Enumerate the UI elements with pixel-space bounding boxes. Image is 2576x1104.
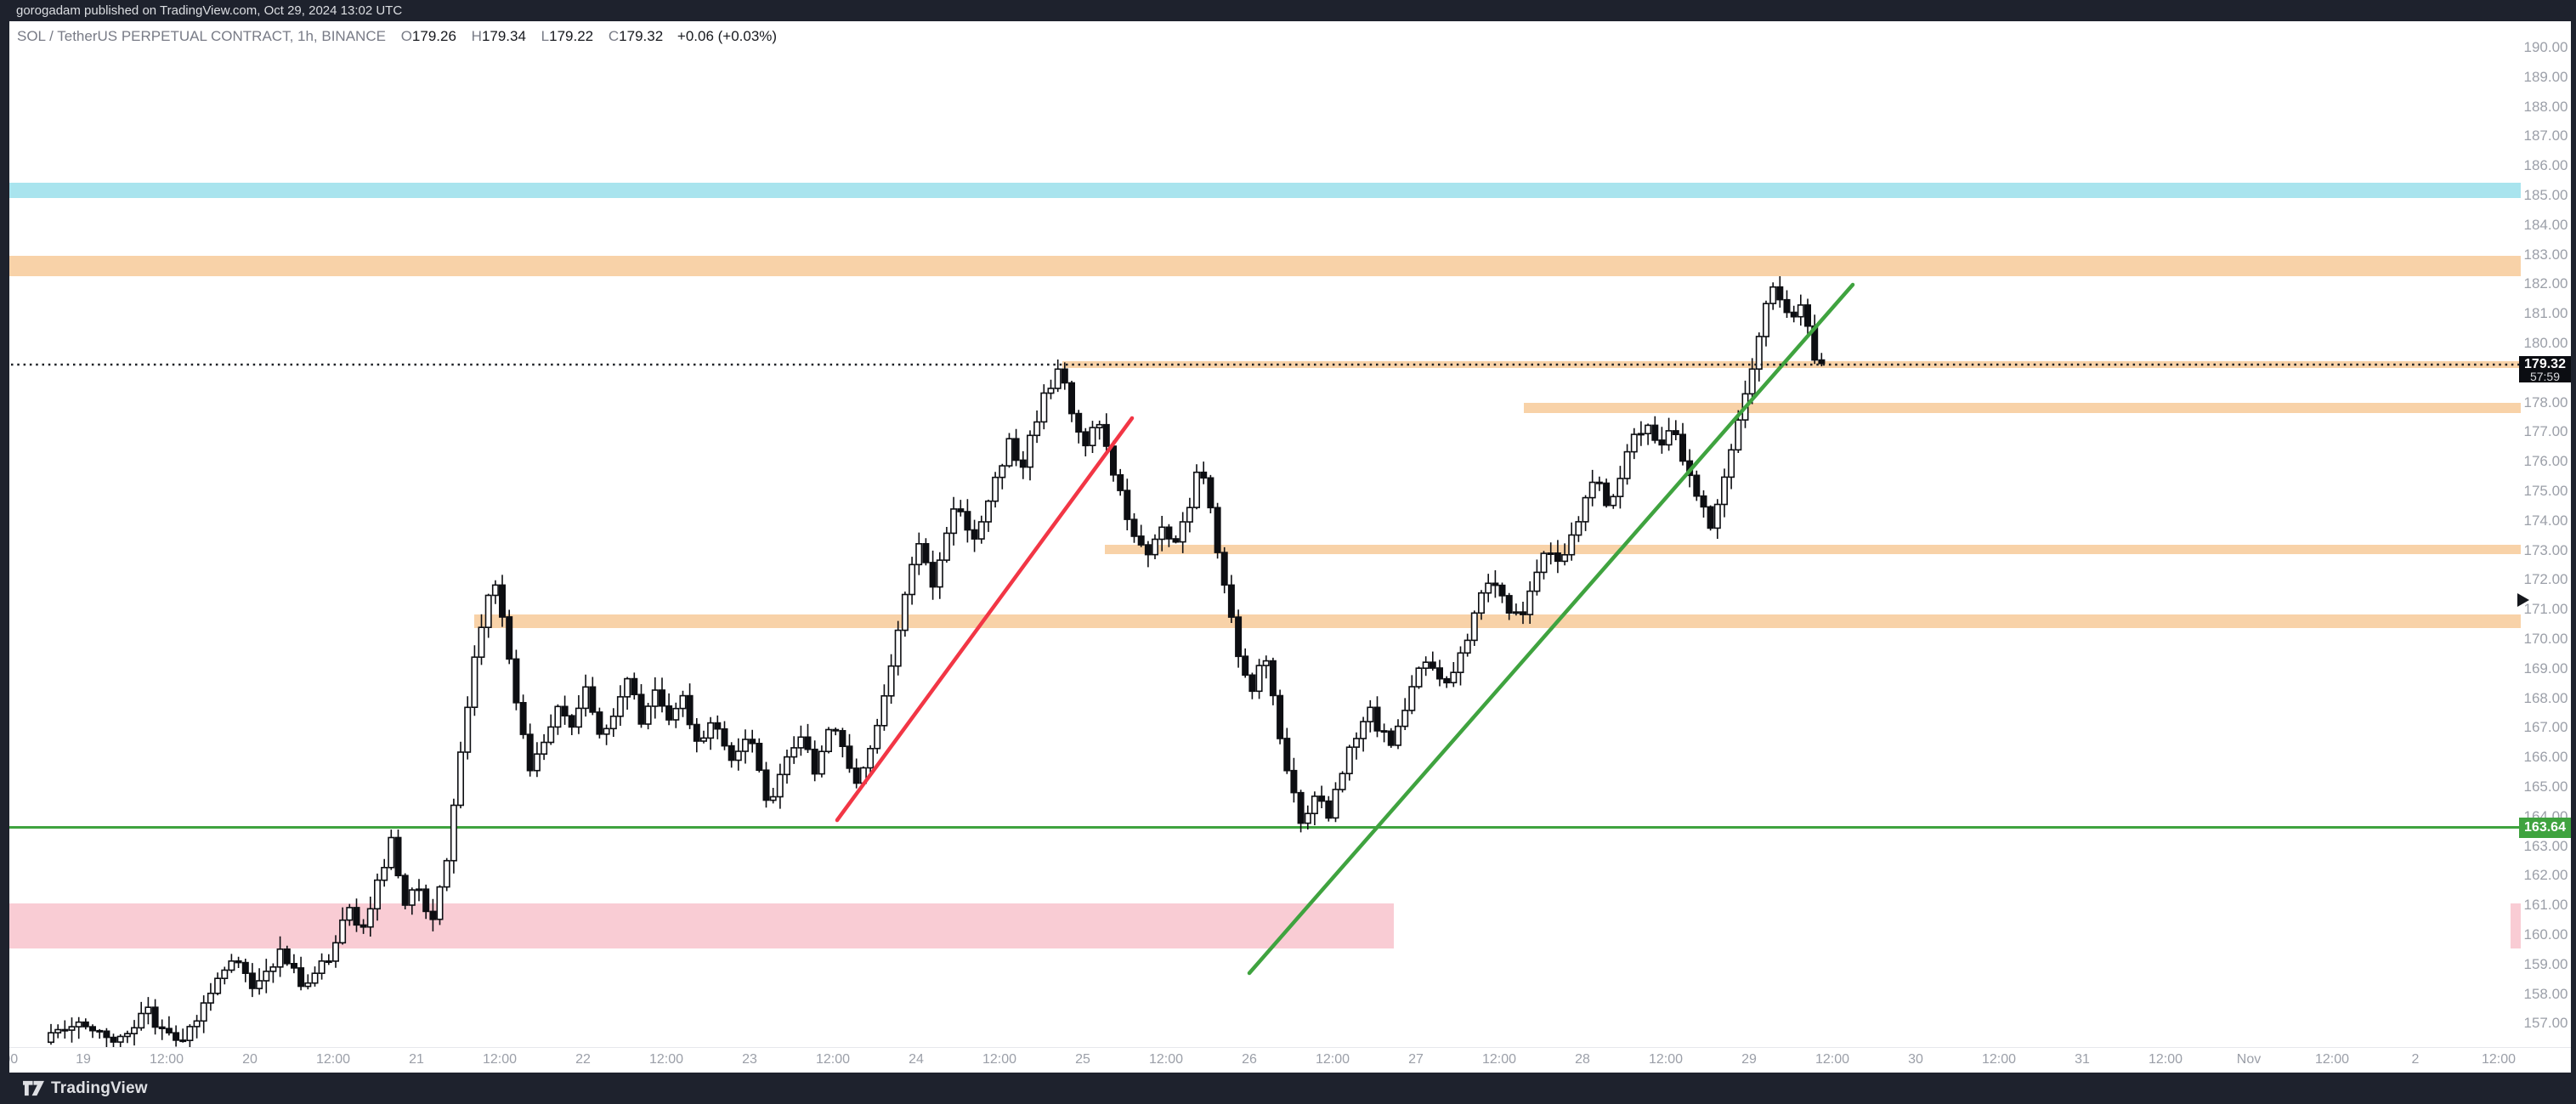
time-tick-label: 27 — [1408, 1052, 1424, 1067]
time-tick-label: 12:00 — [648, 1052, 684, 1067]
time-tick-label: 12:00 — [149, 1052, 184, 1067]
time-tick-label: 31 — [2075, 1052, 2090, 1067]
time-axis[interactable]: :001912:002012:002112:002212:002312:0024… — [0, 1048, 2576, 1073]
price-scale-arrow-marker — [2517, 593, 2529, 607]
time-tick-label: 12:00 — [315, 1052, 351, 1067]
time-tick-label: 12:00 — [982, 1052, 1017, 1067]
price-tick-label: 161.00 — [2523, 897, 2568, 914]
price-tick-label: 165.00 — [2523, 778, 2568, 795]
price-tick-label: 174.00 — [2523, 512, 2568, 529]
price-axis[interactable]: 190.00 189.00 188.00 187.00 186.00 185.00 184.… — [2521, 21, 2571, 1047]
time-tick-label: 19 — [76, 1052, 91, 1067]
time-tick-label: 29 — [1741, 1052, 1757, 1067]
chart-canvas[interactable] — [9, 21, 2521, 1047]
time-tick-label: 24 — [909, 1052, 924, 1067]
breakout-level-179.3[interactable] — [1062, 361, 2521, 368]
price-tick-label: 160.00 — [2523, 926, 2568, 943]
trendline-green[interactable] — [1247, 282, 1855, 976]
time-tick-label: 12:00 — [1981, 1052, 2017, 1067]
bottom-brand-bar: TradingView — [0, 1073, 2576, 1104]
bar-countdown: 57:59 — [2529, 370, 2561, 383]
price-tick-label: 177.00 — [2523, 423, 2568, 440]
price-tick-label: 184.00 — [2523, 216, 2568, 233]
price-tick-label: 170.00 — [2523, 631, 2568, 647]
demand-zone-160[interactable] — [9, 903, 1394, 948]
time-tick-label: 12:00 — [1481, 1052, 1517, 1067]
price-tick-label: 167.00 — [2523, 719, 2568, 736]
time-tick-label: Nov — [2236, 1052, 2262, 1067]
support-zone-173[interactable] — [1105, 545, 2521, 554]
time-tick-label: 23 — [742, 1052, 757, 1067]
price-tick-label: 166.00 — [2523, 749, 2568, 766]
time-tick-label: 20 — [242, 1052, 258, 1067]
time-tick-label: 2 — [2411, 1052, 2420, 1067]
left-frame-strip — [0, 21, 9, 1073]
symbol-legend[interactable]: SOL / TetherUS PERPETUAL CONTRACT, 1h, B… — [17, 28, 777, 45]
price-tick-label: 169.00 — [2523, 660, 2568, 677]
price-tick-label: 163.00 — [2523, 837, 2568, 854]
price-change: +0.06 (+0.03%) — [677, 28, 778, 44]
price-tick-label: 176.00 — [2523, 453, 2568, 470]
time-tick-label: 12:00 — [482, 1052, 518, 1067]
ohlc-high: H179.34 — [471, 28, 526, 44]
resistance-zone-185[interactable] — [9, 183, 2521, 198]
price-tick-label: 162.00 — [2523, 867, 2568, 884]
price-tick-label: 180.00 — [2523, 335, 2568, 351]
price-tick-label: 173.00 — [2523, 541, 2568, 558]
time-tick-label: 12:00 — [1648, 1052, 1684, 1067]
ohlc-open: O179.26 — [400, 28, 456, 44]
time-tick-label: 26 — [1242, 1052, 1257, 1067]
ohlc-close: C179.32 — [608, 28, 664, 44]
tradingview-logo-icon — [23, 1080, 44, 1096]
time-tick-label: 21 — [409, 1052, 424, 1067]
price-tick-label: 190.00 — [2523, 39, 2568, 55]
time-axis-border — [9, 1047, 2571, 1048]
symbol-title: SOL / TetherUS PERPETUAL CONTRACT, 1h, B… — [17, 28, 386, 44]
time-tick-label: 12:00 — [1315, 1052, 1350, 1067]
publish-info-text: gorogadam published on TradingView.com, … — [16, 3, 403, 18]
price-tick-label: 186.00 — [2523, 157, 2568, 174]
price-tick-label: 159.00 — [2523, 955, 2568, 972]
price-tick-label: 171.00 — [2523, 601, 2568, 618]
price-tick-label: 157.00 — [2523, 1015, 2568, 1032]
price-tick-label: 175.00 — [2523, 483, 2568, 499]
price-tick-label: 187.00 — [2523, 127, 2568, 144]
price-tick-label: 158.00 — [2523, 985, 2568, 1002]
time-tick-label: 22 — [575, 1052, 591, 1067]
time-tick-label: 12:00 — [2314, 1052, 2350, 1067]
supply-zone-182.5[interactable] — [9, 256, 2521, 276]
level-price-badge: 163.64 — [2519, 818, 2571, 838]
demand-zone-160-axis-block — [2511, 903, 2521, 948]
candle-wicks — [50, 276, 1823, 1047]
price-tick-label: 182.00 — [2523, 275, 2568, 292]
ohlc-low: L179.22 — [541, 28, 594, 44]
right-frame-strip — [2571, 21, 2576, 1073]
trendline-red[interactable] — [835, 416, 1135, 823]
price-tick-label: 181.00 — [2523, 305, 2568, 322]
last-price-badge: 179.32 57:59 — [2519, 356, 2571, 382]
publish-info-bar: gorogadam published on TradingView.com, … — [0, 0, 2576, 21]
support-zone-178[interactable] — [1524, 403, 2521, 413]
time-tick-label: 12:00 — [815, 1052, 851, 1067]
green-support-line[interactable] — [9, 826, 2521, 829]
time-tick-label: 12:00 — [1815, 1052, 1850, 1067]
time-tick-label: 30 — [1908, 1052, 1923, 1067]
price-tick-label: 178.00 — [2523, 393, 2568, 410]
time-tick-label: 12:00 — [2481, 1052, 2517, 1067]
time-tick-label: 25 — [1075, 1052, 1090, 1067]
price-tick-label: 185.00 — [2523, 187, 2568, 203]
candles-group — [47, 286, 1826, 1044]
price-tick-label: 183.00 — [2523, 246, 2568, 263]
price-tick-label: 172.00 — [2523, 571, 2568, 588]
time-tick-label: 28 — [1575, 1052, 1590, 1067]
level-price-value: 163.64 — [2524, 820, 2566, 835]
time-tick-label: 12:00 — [2148, 1052, 2183, 1067]
last-price-value: 179.32 — [2524, 357, 2566, 371]
price-tick-label: 168.00 — [2523, 689, 2568, 706]
time-tick-label: 12:00 — [1148, 1052, 1184, 1067]
tradingview-logo-text: TradingView — [51, 1079, 148, 1097]
price-tick-label: 189.00 — [2523, 68, 2568, 85]
price-tick-label: 188.00 — [2523, 98, 2568, 115]
